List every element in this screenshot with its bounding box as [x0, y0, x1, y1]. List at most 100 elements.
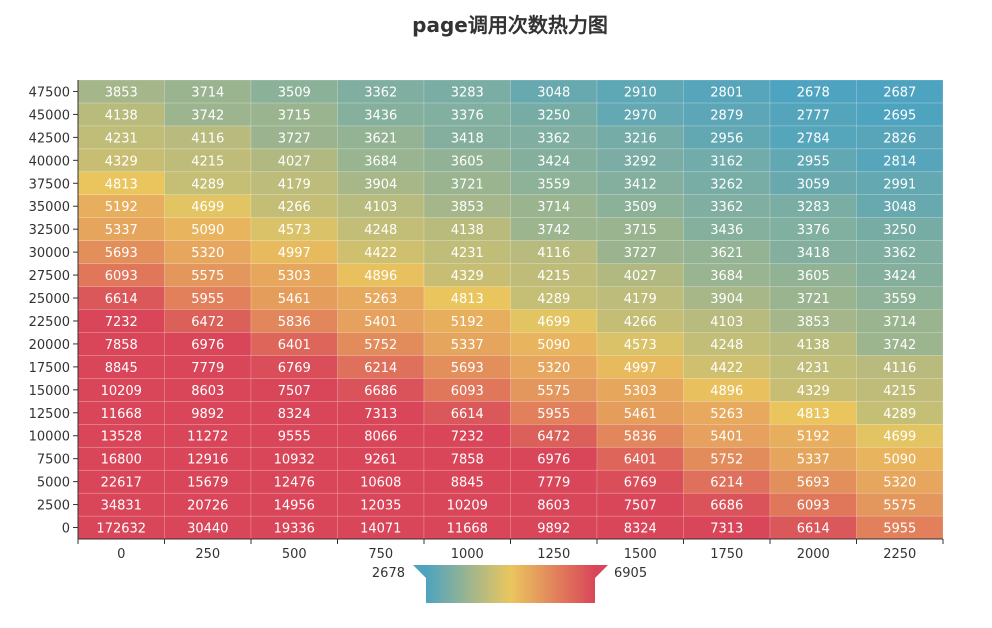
y-axis-ticks: 0 2500 5000 7500 10000 12500 15000 17500 20000 22… [29, 85, 78, 537]
heatmap-cell-label: 5461 [278, 292, 311, 307]
x-tick-label: 250 [195, 547, 220, 562]
heatmap-cell-label: 4997 [278, 246, 311, 261]
heatmap-cell-label: 5693 [797, 476, 830, 491]
heatmap-cell-label: 3216 [624, 131, 657, 146]
heatmap-cell-label: 2784 [797, 131, 830, 146]
heatmap-cell-label: 5752 [710, 453, 743, 468]
heatmap-cell-label: 11272 [187, 430, 228, 445]
heatmap-cell-label: 4138 [797, 338, 830, 353]
heatmap-cell-label: 19336 [274, 522, 315, 537]
heatmap-cell-label: 6976 [191, 338, 224, 353]
heatmap-cell-label: 3727 [278, 131, 311, 146]
visual-map-min-handle[interactable] [413, 565, 426, 578]
heatmap-cell-label: 7858 [105, 338, 138, 353]
heatmap-cell-label: 6472 [537, 430, 570, 445]
heatmap-cell-label: 4215 [537, 269, 570, 284]
heatmap-cell-label: 3362 [537, 131, 570, 146]
heatmap-cell-label: 4248 [710, 338, 743, 353]
y-tick-label: 17500 [29, 361, 70, 376]
heatmap-cell-label: 3714 [537, 200, 570, 215]
heatmap-cell-label: 6769 [278, 361, 311, 376]
heatmap-cell-label: 3376 [797, 223, 830, 238]
heatmap-cell-label: 7313 [364, 407, 397, 422]
heatmap-cell-label: 4813 [105, 177, 138, 192]
heatmap-cell-label: 8603 [537, 499, 570, 514]
heatmap-cell-label: 3412 [624, 177, 657, 192]
heatmap-cell-label: 4266 [624, 315, 657, 330]
heatmap-cell-label: 3559 [883, 292, 916, 307]
heatmap-cell-label: 5752 [364, 338, 397, 353]
heatmap-cell-label: 3742 [191, 108, 224, 123]
heatmap-cell-label: 9892 [191, 407, 224, 422]
heatmap-cell-label: 5836 [624, 430, 657, 445]
heatmap-cell-label: 5090 [191, 223, 224, 238]
y-tick-label: 40000 [29, 154, 70, 169]
heatmap-cell-label: 3742 [883, 338, 916, 353]
heatmap-cell-label: 8324 [624, 522, 657, 537]
heatmap-cell-label: 4231 [105, 131, 138, 146]
heatmap-cell-label: 7858 [451, 453, 484, 468]
heatmap-cell[interactable] [856, 125, 944, 150]
x-tick-label: 1000 [451, 547, 484, 562]
heatmap-cell-label: 5192 [451, 315, 484, 330]
heatmap-cell-label: 4813 [451, 292, 484, 307]
heatmap-cell-label: 3362 [364, 85, 397, 100]
heatmap-cell-label: 3904 [710, 292, 743, 307]
heatmap-cell-label: 6976 [537, 453, 570, 468]
heatmap-cell-label: 3509 [624, 200, 657, 215]
heatmap-cell-label: 6214 [710, 476, 743, 491]
heatmap-cell-label: 8845 [451, 476, 484, 491]
y-tick-label: 12500 [29, 407, 70, 422]
heatmap-cell-label: 2777 [797, 108, 830, 123]
heatmap-cell-label: 2826 [883, 131, 916, 146]
heatmap-cell-label: 4896 [364, 269, 397, 284]
heatmap-cell-label: 6093 [451, 384, 484, 399]
heatmap-cell-label: 3742 [537, 223, 570, 238]
heatmap-cell-label: 4138 [105, 108, 138, 123]
heatmap-cell-label: 2991 [883, 177, 916, 192]
heatmap-cell-label: 5401 [364, 315, 397, 330]
heatmap-cell-label: 9892 [537, 522, 570, 537]
visual-map-max-handle[interactable] [595, 565, 608, 578]
x-tick-label: 1500 [624, 547, 657, 562]
heatmap-cell-label: 8066 [364, 430, 397, 445]
heatmap-cell-label: 4103 [364, 200, 397, 215]
y-tick-label: 47500 [29, 85, 70, 100]
heatmap-cell-label: 4116 [191, 131, 224, 146]
heatmap-cell-label: 6472 [191, 315, 224, 330]
heatmap-cell-label: 13528 [101, 430, 142, 445]
heatmap-cell-label: 9555 [278, 430, 311, 445]
heatmap-cell-label: 10932 [274, 453, 315, 468]
axes: 0250050007500100001250015000175002000022… [29, 80, 944, 562]
heatmap-cell-label: 5955 [537, 407, 570, 422]
heatmap-cell-label: 15679 [187, 476, 228, 491]
heatmap-cell-label: 3162 [710, 154, 743, 169]
heatmap-cell-label: 3727 [624, 246, 657, 261]
heatmap-cell-label: 3424 [883, 269, 916, 284]
heatmap-cell-label: 172632 [96, 522, 146, 537]
heatmap-cell-label: 4699 [191, 200, 224, 215]
heatmap-cell-label: 22617 [101, 476, 142, 491]
chart-title: page调用次数热力图 [412, 13, 608, 37]
heatmap-cell-label: 5693 [105, 246, 138, 261]
heatmap-cells [77, 79, 944, 540]
heatmap-cell-label: 3048 [537, 85, 570, 100]
heatmap-cell-label: 5836 [278, 315, 311, 330]
heatmap-cell-label: 5263 [364, 292, 397, 307]
heatmap-cell-label: 9261 [364, 453, 397, 468]
heatmap-cell-label: 3559 [537, 177, 570, 192]
heatmap-cell-label: 20726 [187, 499, 228, 514]
heatmap-cell-label: 6769 [624, 476, 657, 491]
heatmap-cell-label: 4231 [451, 246, 484, 261]
heatmap-cell-label: 5320 [537, 361, 570, 376]
heatmap-cell-label: 5320 [883, 476, 916, 491]
heatmap-cell-label: 2910 [624, 85, 657, 100]
heatmap-cell-labels: 172632 30440 19336 14071 11668 9892 8324 7313 66… [96, 85, 916, 536]
heatmap-cell-label: 3418 [797, 246, 830, 261]
heatmap-cell-label: 3250 [537, 108, 570, 123]
y-tick-label: 45000 [29, 108, 70, 123]
heatmap-cell[interactable] [856, 79, 944, 104]
heatmap-cell-label: 5303 [624, 384, 657, 399]
heatmap-cell-label: 3250 [883, 223, 916, 238]
